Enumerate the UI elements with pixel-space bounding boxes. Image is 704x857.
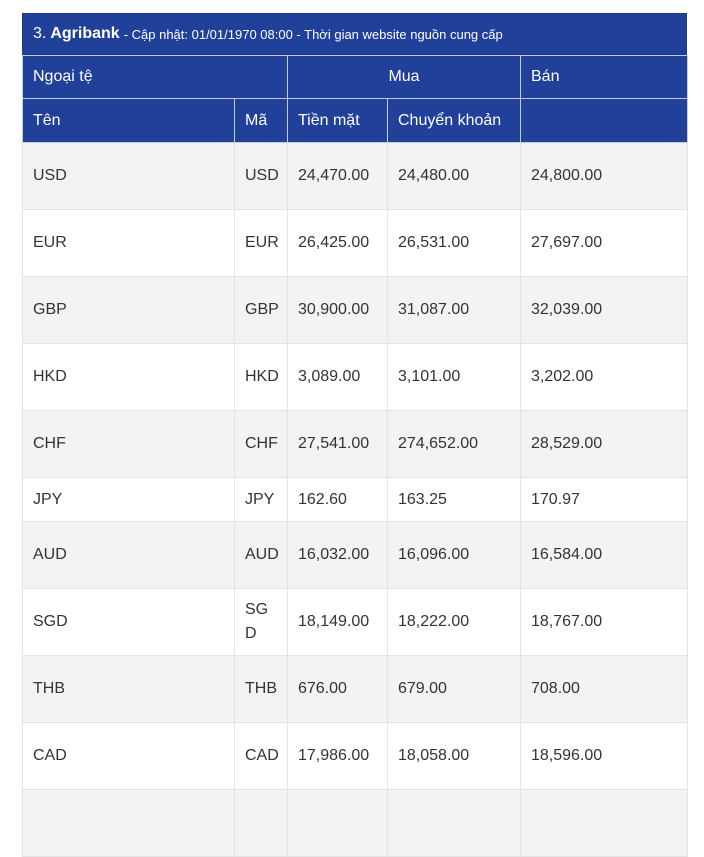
table-row: HKD HKD 3,089.00 3,101.00 3,202.00 <box>22 343 688 411</box>
buy-transfer-cell: 3,101.00 <box>387 343 521 411</box>
currency-name-cell: SGD <box>22 588 235 656</box>
sell-cell: 16,584.00 <box>520 521 688 589</box>
header-sell-group: Bán <box>520 55 688 99</box>
currency-name-cell: CAD <box>22 722 235 790</box>
buy-cash-cell: 17,986.00 <box>287 722 388 790</box>
buy-cash-cell <box>287 789 388 857</box>
table-row: EUR EUR 26,425.00 26,531.00 27,697.00 <box>22 209 688 277</box>
buy-transfer-cell: 26,531.00 <box>387 209 521 277</box>
table-row: AUD AUD 16,032.00 16,096.00 16,584.00 <box>22 521 688 589</box>
currency-code-cell: CHF <box>234 410 288 478</box>
currency-name-cell: USD <box>22 142 235 210</box>
sell-cell <box>520 789 688 857</box>
currency-name-cell: GBP <box>22 276 235 344</box>
buy-cash-cell: 30,900.00 <box>287 276 388 344</box>
currency-code-cell: USD <box>234 142 288 210</box>
table-header: Ngoại tệ Mua Bán Tên Mã Tiền mặt Chuyển … <box>22 55 688 143</box>
sell-cell: 27,697.00 <box>520 209 688 277</box>
currency-code-cell: EUR <box>234 209 288 277</box>
header-code: Mã <box>234 98 288 143</box>
buy-cash-cell: 24,470.00 <box>287 142 388 210</box>
table-caption: 3. Agribank - Cập nhật: 01/01/1970 08:00… <box>22 13 687 55</box>
table-row: JPY JPY 162.60 163.25 170.97 <box>22 477 688 522</box>
currency-code-cell: HKD <box>234 343 288 411</box>
buy-cash-cell: 27,541.00 <box>287 410 388 478</box>
sell-cell: 32,039.00 <box>520 276 688 344</box>
table-row: CAD CAD 17,986.00 18,058.00 18,596.00 <box>22 722 688 790</box>
table-row: CHF CHF 27,541.00 274,652.00 28,529.00 <box>22 410 688 478</box>
header-cash: Tiền mặt <box>287 98 388 143</box>
currency-name-cell: JPY <box>22 477 235 522</box>
header-transfer: Chuyển khoản <box>387 98 521 143</box>
buy-cash-cell: 3,089.00 <box>287 343 388 411</box>
currency-name-cell: AUD <box>22 521 235 589</box>
buy-transfer-cell: 31,087.00 <box>387 276 521 344</box>
currency-code-cell: GBP <box>234 276 288 344</box>
buy-cash-cell: 26,425.00 <box>287 209 388 277</box>
buy-transfer-cell: 274,652.00 <box>387 410 521 478</box>
header-buy-group: Mua <box>287 55 521 99</box>
table-body: USD USD 24,470.00 24,480.00 24,800.00 EUR EUR 2… <box>22 142 688 857</box>
buy-cash-cell: 162.60 <box>287 477 388 522</box>
header-group-row: Ngoại tệ Mua Bán <box>22 55 688 99</box>
currency-code-cell <box>234 789 288 857</box>
table-row: GBP GBP 30,900.00 31,087.00 32,039.00 <box>22 276 688 344</box>
table-row <box>22 789 688 857</box>
buy-transfer-cell <box>387 789 521 857</box>
currency-name-cell <box>22 789 235 857</box>
currency-code-cell: CAD <box>234 722 288 790</box>
buy-transfer-cell: 16,096.00 <box>387 521 521 589</box>
header-sell <box>520 98 688 143</box>
sell-cell: 170.97 <box>520 477 688 522</box>
caption-number: 3. <box>33 25 47 42</box>
currency-name-cell: HKD <box>22 343 235 411</box>
caption-bank-name: Agribank <box>50 25 120 42</box>
sell-cell: 18,767.00 <box>520 588 688 656</box>
table-row: THB THB 676.00 679.00 708.00 <box>22 655 688 723</box>
currency-code-cell: SGD <box>234 588 288 656</box>
sell-cell: 24,800.00 <box>520 142 688 210</box>
currency-name-cell: EUR <box>22 209 235 277</box>
buy-transfer-cell: 18,058.00 <box>387 722 521 790</box>
buy-transfer-cell: 679.00 <box>387 655 521 723</box>
header-column-row: Tên Mã Tiền mặt Chuyển khoản <box>22 98 688 143</box>
sell-cell: 3,202.00 <box>520 343 688 411</box>
buy-cash-cell: 16,032.00 <box>287 521 388 589</box>
currency-name-cell: THB <box>22 655 235 723</box>
currency-name-cell: CHF <box>22 410 235 478</box>
sell-cell: 708.00 <box>520 655 688 723</box>
buy-cash-cell: 18,149.00 <box>287 588 388 656</box>
currency-code-cell: THB <box>234 655 288 723</box>
buy-transfer-cell: 18,222.00 <box>387 588 521 656</box>
table-row: USD USD 24,470.00 24,480.00 24,800.00 <box>22 142 688 210</box>
buy-transfer-cell: 24,480.00 <box>387 142 521 210</box>
sell-cell: 18,596.00 <box>520 722 688 790</box>
header-currency-group: Ngoại tệ <box>22 55 288 99</box>
caption-update-info: - Cập nhật: 01/01/1970 08:00 - Thời gian… <box>123 26 503 42</box>
rates-table-container: 3. Agribank - Cập nhật: 01/01/1970 08:00… <box>22 13 688 857</box>
header-name: Tên <box>22 98 235 143</box>
table-row: SGD SGD 18,149.00 18,222.00 18,767.00 <box>22 588 688 656</box>
currency-code-cell: AUD <box>234 521 288 589</box>
buy-cash-cell: 676.00 <box>287 655 388 723</box>
buy-transfer-cell: 163.25 <box>387 477 521 522</box>
sell-cell: 28,529.00 <box>520 410 688 478</box>
currency-code-cell: JPY <box>234 477 288 522</box>
exchange-rate-table: Ngoại tệ Mua Bán Tên Mã Tiền mặt Chuyển … <box>22 55 688 857</box>
